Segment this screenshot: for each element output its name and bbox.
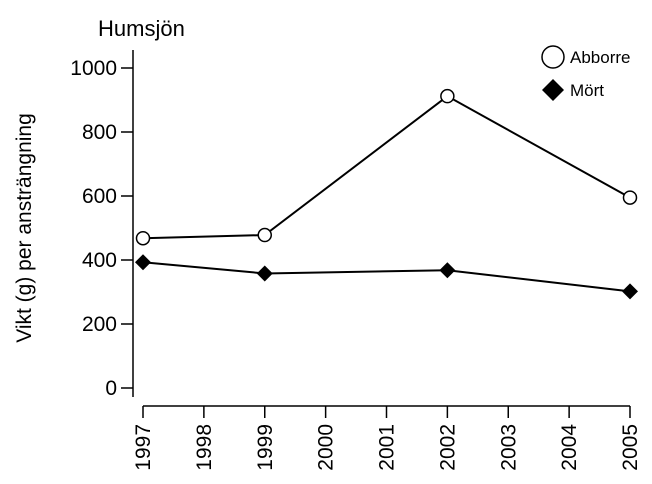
x-tick-label: 2002 bbox=[436, 424, 459, 471]
series-line-abborre bbox=[142, 94, 631, 240]
legend-marker bbox=[541, 45, 565, 69]
data-point-mort bbox=[256, 265, 273, 282]
series-line-mort bbox=[142, 261, 631, 293]
data-point-abborre bbox=[622, 190, 638, 205]
data-point-mort bbox=[135, 254, 151, 271]
legend-label: Abborre bbox=[570, 48, 630, 67]
data-point-abborre bbox=[440, 88, 455, 104]
data-point-abborre bbox=[257, 227, 272, 243]
y-tick-label: 400 bbox=[82, 249, 117, 272]
x-tick-label: 2001 bbox=[376, 424, 399, 471]
y-tick-label: 200 bbox=[82, 313, 117, 336]
chart-title: Humsjön bbox=[98, 16, 185, 41]
x-tick-label: 1998 bbox=[193, 424, 216, 471]
x-tick-label: 2004 bbox=[558, 424, 581, 471]
y-tick-label: 0 bbox=[105, 377, 117, 400]
data-point-mort bbox=[439, 262, 456, 279]
x-tick-label: 1997 bbox=[132, 424, 155, 471]
series-mort bbox=[135, 254, 638, 300]
series-abborre bbox=[135, 88, 638, 246]
data-point-abborre bbox=[135, 230, 151, 246]
y-tick-label: 800 bbox=[82, 121, 117, 144]
plot-area bbox=[135, 88, 638, 300]
legend-item-mort: Mört bbox=[542, 79, 604, 101]
x-tick-label: 2003 bbox=[497, 424, 520, 471]
legend: Abborre Mört bbox=[541, 45, 630, 101]
legend-item-abborre: Abborre bbox=[541, 45, 630, 69]
y-axis-label: Vikt (g) per ansträngning bbox=[13, 113, 36, 343]
y-tick-label: 600 bbox=[82, 185, 117, 208]
y-tick-label: 1000 bbox=[70, 57, 117, 80]
y-axis-ticks: 0 200 400 600 800 1000 bbox=[70, 57, 133, 400]
x-tick-label: 1999 bbox=[254, 424, 277, 471]
legend-label: Mört bbox=[570, 81, 604, 100]
x-tick-label: 2000 bbox=[315, 424, 338, 471]
data-point-mort bbox=[622, 283, 638, 300]
x-axis-ticks: 1997 1998 1999 2000 2001 2002 2003 2004 2005 bbox=[132, 406, 642, 471]
legend-marker bbox=[542, 79, 564, 101]
x-tick-label: 2005 bbox=[619, 424, 642, 471]
